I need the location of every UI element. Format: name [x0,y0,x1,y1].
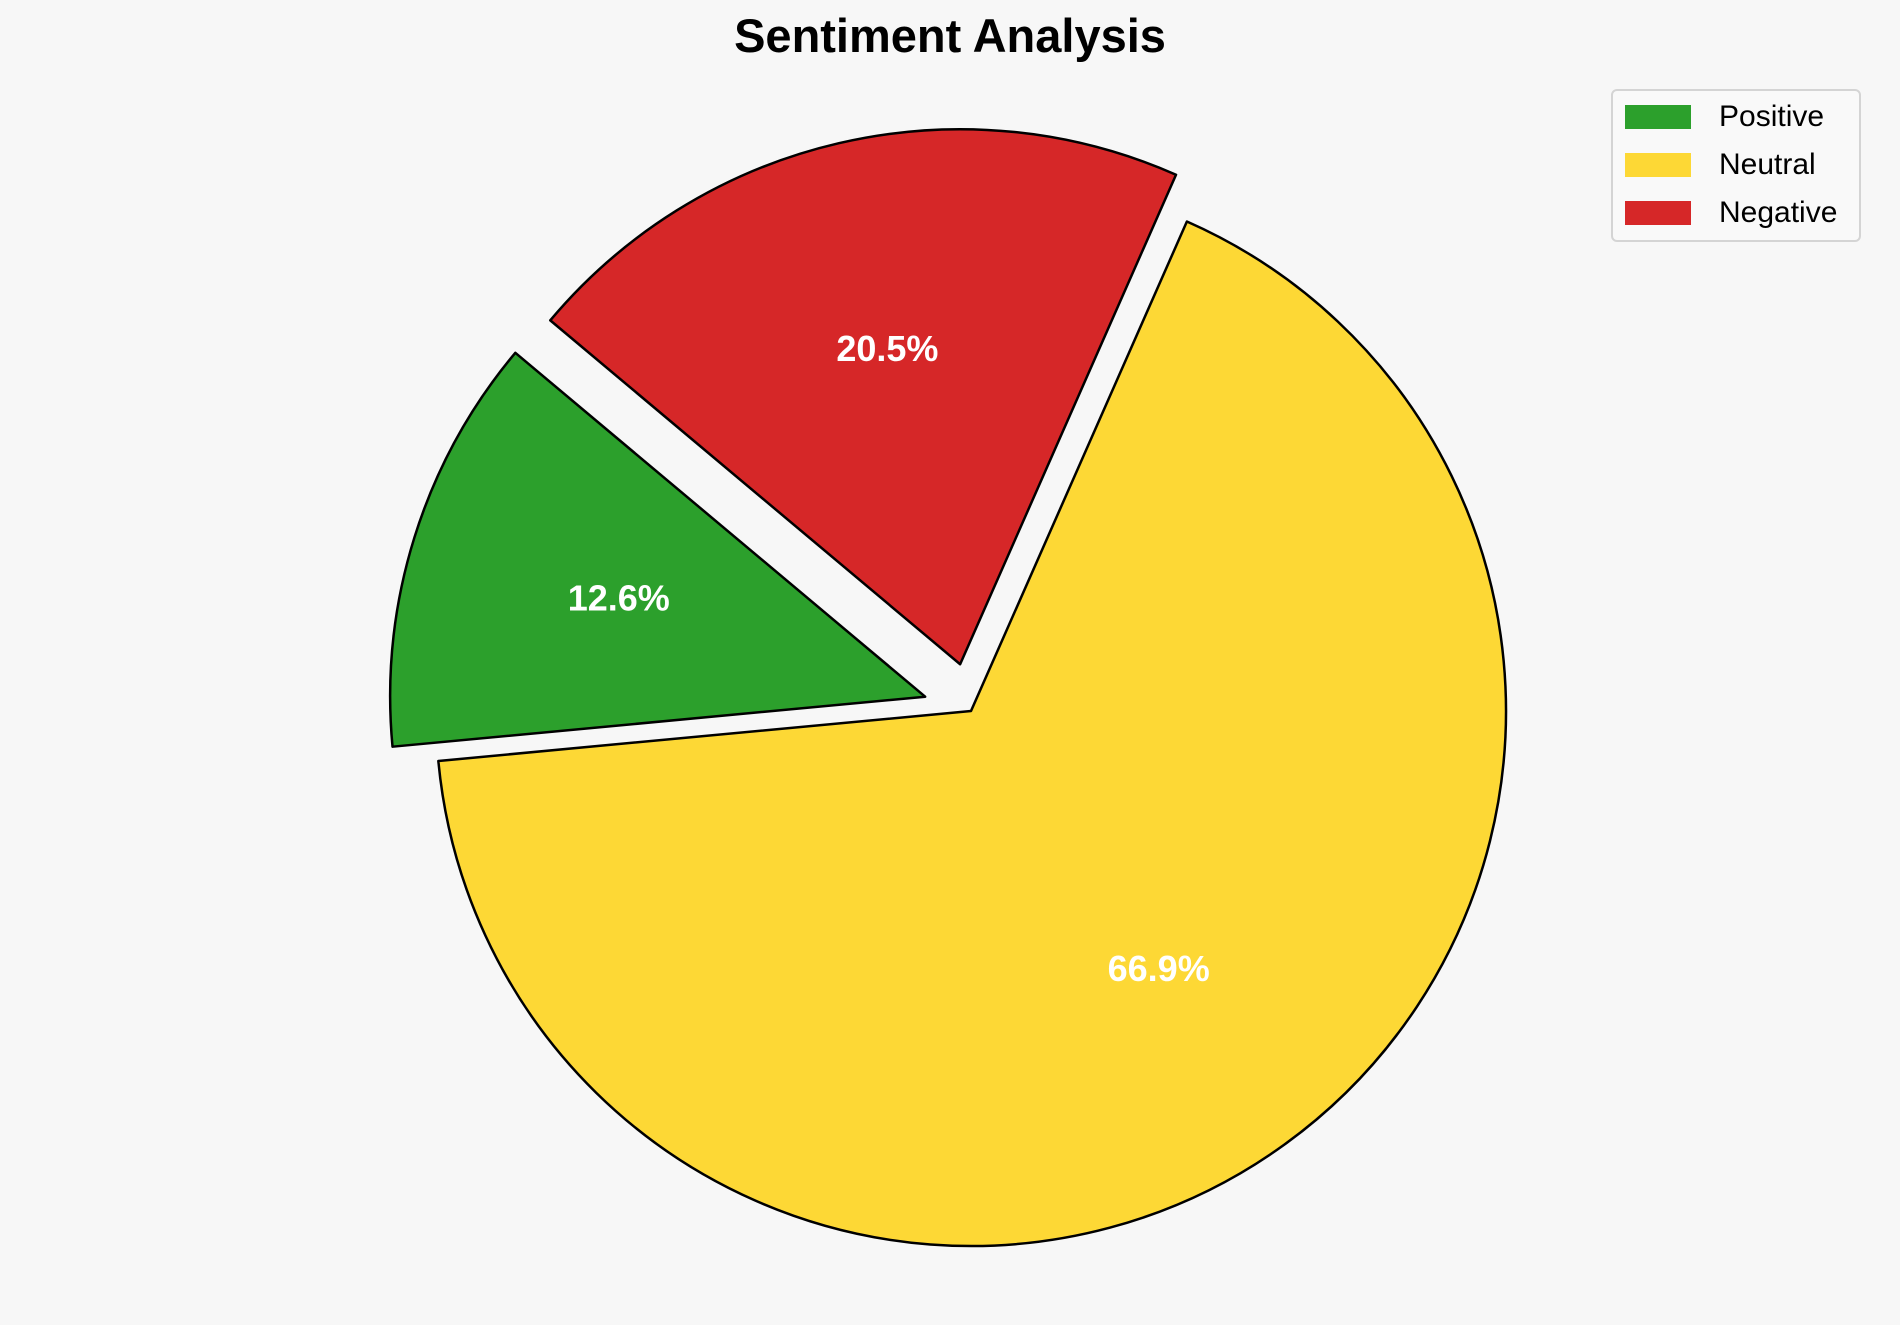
slice-label-neutral: 66.9% [1108,948,1210,989]
legend-label-neutral: Neutral [1719,148,1816,181]
slice-label-negative: 20.5% [836,328,938,369]
legend-swatch-positive [1625,105,1691,129]
legend-item-positive: Positive [1625,97,1824,137]
legend-item-neutral: Neutral [1625,145,1816,185]
legend-swatch-neutral [1625,153,1691,177]
pie-slice-positive [388,351,927,748]
pie-slices [388,128,1508,1248]
pie-slice-labels: 12.6% 66.9% 20.5% [568,328,1210,989]
legend-item-negative: Negative [1625,193,1837,233]
legend-swatch-negative [1625,201,1691,225]
legend-label-negative: Negative [1719,196,1838,229]
legend-label-positive: Positive [1719,100,1825,133]
pie-slice-negative [549,128,1178,666]
slice-label-positive: 12.6% [568,578,670,619]
legend: Positive Neutral Negative [1611,89,1861,242]
pie-slice-neutral [437,220,1508,1248]
chart-title: Sentiment Analysis [734,9,1166,62]
